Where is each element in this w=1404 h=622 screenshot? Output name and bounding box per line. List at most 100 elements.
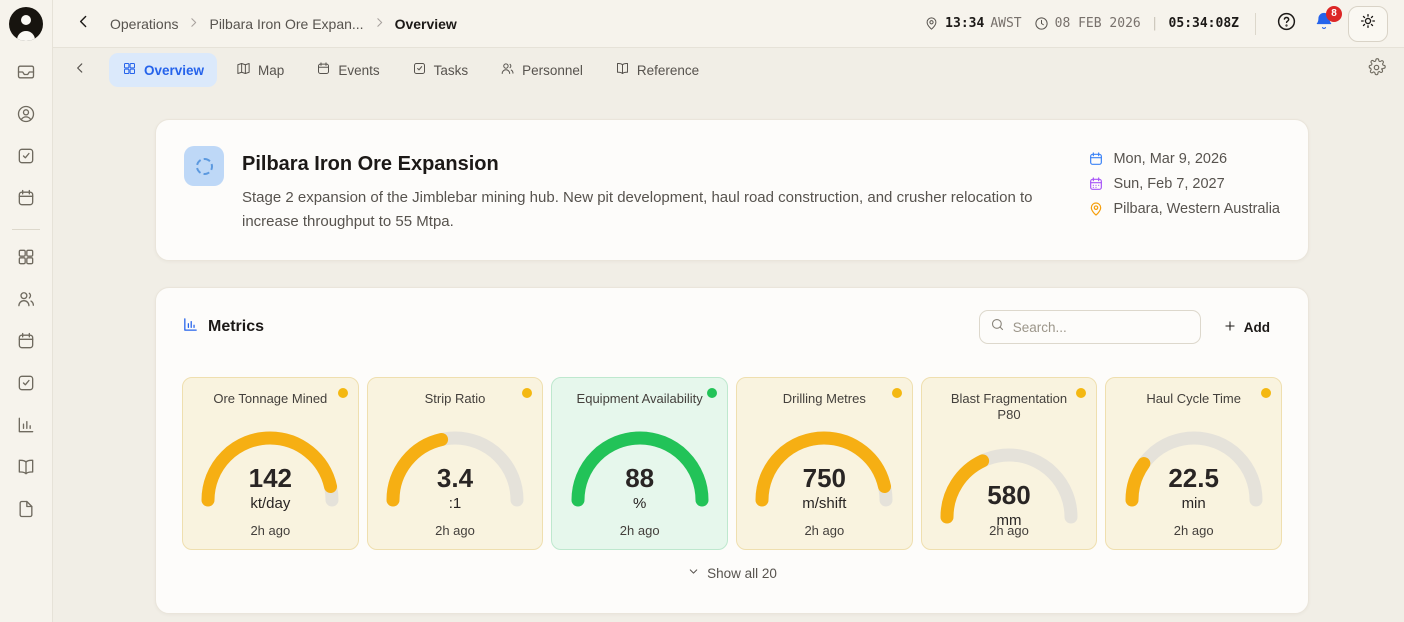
sidebar-item-schedule[interactable] [6, 179, 46, 221]
tab-overview[interactable]: Overview [109, 53, 217, 87]
metric-name: Strip Ratio [411, 391, 500, 407]
show-all-button[interactable]: Show all 20 [182, 565, 1282, 581]
tab-label: Personnel [522, 63, 583, 78]
grid-icon [16, 247, 36, 272]
chevron-right-icon [187, 16, 200, 32]
tab-tasks[interactable]: Tasks [399, 53, 482, 87]
metric-updated: 2h ago [804, 523, 844, 538]
utc-time: 05:34:08Z [1169, 16, 1239, 31]
gauge-chart: 88 % [565, 421, 715, 515]
sidebar [0, 0, 53, 622]
sidebar-item-personnel[interactable] [6, 280, 46, 322]
metric-value: 22.5 [1119, 463, 1269, 494]
main-column: Operations Pilbara Iron Ore Expan... Ove… [53, 0, 1404, 622]
metrics-title-label: Metrics [208, 318, 264, 336]
status-dot [338, 388, 348, 398]
gauge-chart: 22.5 min [1119, 421, 1269, 515]
gauge-chart: 750 m/shift [749, 421, 899, 515]
top-bar-right: 13:34 AWST 08 FEB 2026 | 05:34:08Z 8 [924, 6, 1388, 42]
tab-settings-button[interactable] [1367, 58, 1386, 82]
theme-toggle-button[interactable] [1348, 6, 1388, 42]
date-display: 08 FEB 2026 | 05:34:08Z [1034, 16, 1239, 31]
chevron-left-icon [73, 61, 87, 80]
project-location: Pilbara, Western Australia [1088, 201, 1280, 217]
inbox-icon [16, 62, 36, 87]
app-logo[interactable] [9, 7, 43, 41]
search-input[interactable] [1013, 320, 1190, 335]
sidebar-item-inbox[interactable] [6, 53, 46, 95]
metric-updated: 2h ago [250, 523, 290, 538]
sidebar-item-approvals[interactable] [6, 137, 46, 179]
project-meta: Mon, Mar 9, 2026 Sun, Feb 7, 2027 Pilbar… [1088, 146, 1280, 234]
chevron-right-icon [373, 16, 386, 32]
metric-name: Haul Cycle Time [1132, 391, 1255, 407]
tab-personnel[interactable]: Personnel [487, 53, 596, 87]
metric-name: Blast Fragmentation P80 [930, 391, 1089, 424]
sidebar-nav [6, 53, 46, 532]
app-window: Operations Pilbara Iron Ore Expan... Ove… [0, 0, 1404, 622]
breadcrumb-current[interactable]: Overview [395, 16, 457, 32]
metric-card[interactable]: Blast Fragmentation P80 580 mm 2h ago [921, 377, 1098, 550]
calendar-icon [16, 331, 36, 356]
timezone-label: AWST [990, 16, 1021, 31]
sidebar-item-profile[interactable] [6, 95, 46, 137]
chevron-down-icon [687, 565, 700, 581]
tabs-scroll-left[interactable] [73, 61, 87, 80]
gear-icon [1367, 58, 1386, 82]
calendar-icon [316, 61, 331, 79]
gauge-chart: 580 mm [934, 438, 1084, 524]
tab-events[interactable]: Events [303, 53, 392, 87]
local-time: 13:34 [945, 16, 984, 31]
location-label: Pilbara, Western Australia [1113, 201, 1280, 217]
metric-value: 580 [934, 480, 1084, 511]
sidebar-item-events[interactable] [6, 322, 46, 364]
metric-unit: m/shift [749, 495, 899, 512]
sidebar-item-documents[interactable] [6, 490, 46, 532]
sidebar-item-metrics[interactable] [6, 406, 46, 448]
grid-icon [122, 61, 137, 79]
tab-map[interactable]: Map [223, 53, 297, 87]
status-dot [707, 388, 717, 398]
metric-card[interactable]: Drilling Metres 750 m/shift 2h ago [736, 377, 913, 550]
metric-updated: 2h ago [1174, 523, 1214, 538]
sidebar-item-reference[interactable] [6, 448, 46, 490]
page-content: Pilbara Iron Ore Expansion Stage 2 expan… [53, 92, 1404, 622]
metric-unit: min [1119, 495, 1269, 512]
plus-icon [1223, 319, 1237, 336]
sidebar-divider [12, 229, 40, 230]
dashed-circle-icon [196, 158, 213, 175]
status-dot [522, 388, 532, 398]
metric-card[interactable]: Haul Cycle Time 22.5 min 2h ago [1105, 377, 1282, 550]
calendar-icon [1088, 176, 1104, 192]
tab-reference[interactable]: Reference [602, 53, 712, 87]
notifications-button[interactable]: 8 [1308, 8, 1340, 40]
metric-card[interactable]: Ore Tonnage Mined 142 kt/day 2h ago [182, 377, 359, 550]
chevron-left-icon [75, 13, 92, 35]
check-square-icon [16, 373, 36, 398]
metric-card[interactable]: Equipment Availability 88 % 2h ago [551, 377, 728, 550]
sidebar-item-tasks[interactable] [6, 364, 46, 406]
map-icon [236, 61, 251, 79]
sun-icon [1359, 12, 1377, 35]
time-separator: | [1151, 16, 1159, 31]
metrics-search [979, 310, 1201, 344]
metric-updated: 2h ago [435, 523, 475, 538]
metrics-panel: Metrics Add Ore Tonnage Mined [155, 287, 1309, 614]
sidebar-item-dashboard[interactable] [6, 238, 46, 280]
back-button[interactable] [75, 13, 92, 35]
breadcrumb-operations[interactable]: Operations [110, 16, 178, 32]
metric-unit: :1 [380, 495, 530, 512]
metric-card[interactable]: Strip Ratio 3.4 :1 2h ago [367, 377, 544, 550]
show-all-label: Show all 20 [707, 566, 777, 581]
breadcrumb-project[interactable]: Pilbara Iron Ore Expan... [209, 16, 363, 32]
metric-name: Drilling Metres [769, 391, 880, 407]
tab-bar: Overview Map Events Tasks Personnel Refe… [53, 48, 1404, 92]
calendar-icon [1088, 151, 1104, 167]
calendar-icon [16, 188, 36, 213]
map-pin-icon [924, 16, 939, 31]
help-button[interactable] [1270, 8, 1302, 40]
users-icon [16, 289, 36, 314]
local-time-display: 13:34 AWST [924, 16, 1021, 31]
add-metric-button[interactable]: Add [1211, 311, 1282, 344]
search-icon [990, 317, 1005, 337]
